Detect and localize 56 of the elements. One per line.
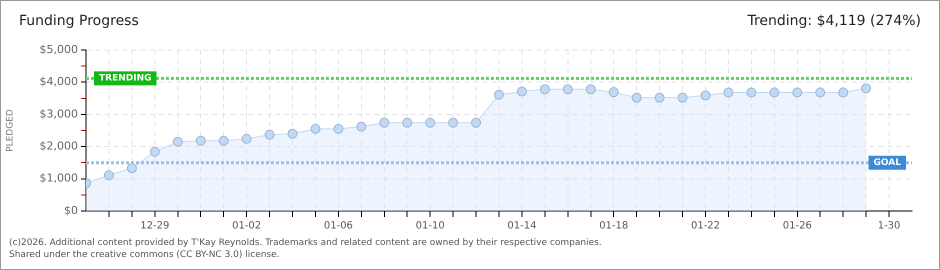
point xyxy=(632,92,642,103)
point xyxy=(425,118,436,128)
point xyxy=(242,134,252,144)
y-tick-label: $3,000 xyxy=(40,107,78,120)
point xyxy=(310,124,320,134)
x-tick-label: 01-02 xyxy=(232,220,262,232)
point xyxy=(700,90,710,100)
chart-title: Funding Progress xyxy=(19,13,139,29)
point xyxy=(815,88,826,98)
ref-line-label: GOAL xyxy=(874,158,902,168)
point xyxy=(172,136,183,147)
text: Shared under the creative commons (CC BY-NC 3.0) license. xyxy=(9,249,281,261)
point xyxy=(608,87,619,98)
y-axis-title: PLEDGED xyxy=(6,109,16,152)
point xyxy=(540,84,550,94)
point xyxy=(516,86,527,97)
x-tick-label: 01-06 xyxy=(324,220,353,232)
y-tick-label: $0 xyxy=(64,204,78,217)
point xyxy=(333,124,344,134)
point xyxy=(678,92,688,103)
y-tick-label: $5,000 xyxy=(40,42,78,56)
point xyxy=(861,83,872,94)
point xyxy=(402,118,412,128)
point xyxy=(723,88,734,98)
point xyxy=(218,136,229,146)
point xyxy=(356,122,366,132)
point xyxy=(150,146,160,157)
y-tick-label: $4,000 xyxy=(40,75,78,88)
point xyxy=(562,84,573,94)
point xyxy=(746,88,756,98)
point xyxy=(494,90,504,100)
point xyxy=(196,136,206,146)
point xyxy=(654,92,665,103)
point xyxy=(838,88,848,98)
point xyxy=(104,170,114,180)
chart-subtitle: Trending: $4,119 (274%) xyxy=(747,13,921,29)
y-tick-label: $1,000 xyxy=(40,172,78,185)
x-tick-label: 01-26 xyxy=(782,220,812,232)
point xyxy=(379,118,390,128)
point xyxy=(126,163,137,174)
point xyxy=(448,118,458,128)
point xyxy=(769,88,780,98)
x-tick-label: 1-30 xyxy=(878,220,900,232)
x-tick-label: 01-10 xyxy=(416,220,445,232)
x-tick-label: 12-29 xyxy=(140,220,170,232)
point xyxy=(264,130,275,140)
ref-line-label: TRENDING xyxy=(99,74,152,84)
point xyxy=(792,88,802,98)
point xyxy=(471,118,482,128)
x-tick-label: 01-18 xyxy=(599,220,628,232)
x-tick-label: 01-22 xyxy=(690,220,720,232)
text: (c)2026. Additional content provided by T'Kay Reynolds. Trademarks and related content are owned by their respective companies. xyxy=(9,237,602,249)
point xyxy=(288,128,298,139)
x-tick-label: 01-14 xyxy=(507,220,536,232)
point xyxy=(586,84,596,94)
y-tick-label: $2,000 xyxy=(40,139,78,152)
